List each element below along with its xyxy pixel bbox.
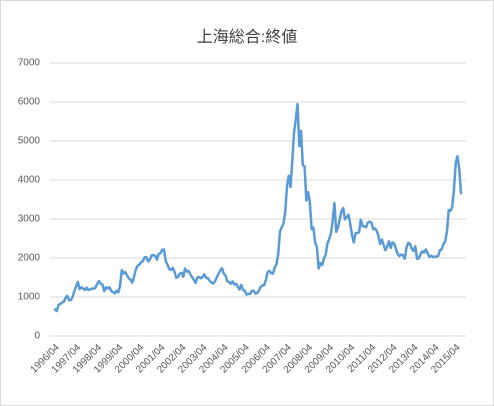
- y-tick-label: 6000: [18, 97, 41, 108]
- y-tick-label: 5000: [18, 136, 41, 147]
- y-tick-label: 3000: [18, 214, 41, 225]
- y-tick-label: 1000: [18, 292, 41, 303]
- y-tick-label: 7000: [18, 58, 41, 69]
- y-tick-label: 4000: [18, 175, 41, 186]
- chart-title: 上海総合:終値: [197, 28, 297, 46]
- y-tick-label: 0: [34, 331, 40, 342]
- y-tick-label: 2000: [18, 253, 41, 264]
- line-series: [53, 102, 463, 313]
